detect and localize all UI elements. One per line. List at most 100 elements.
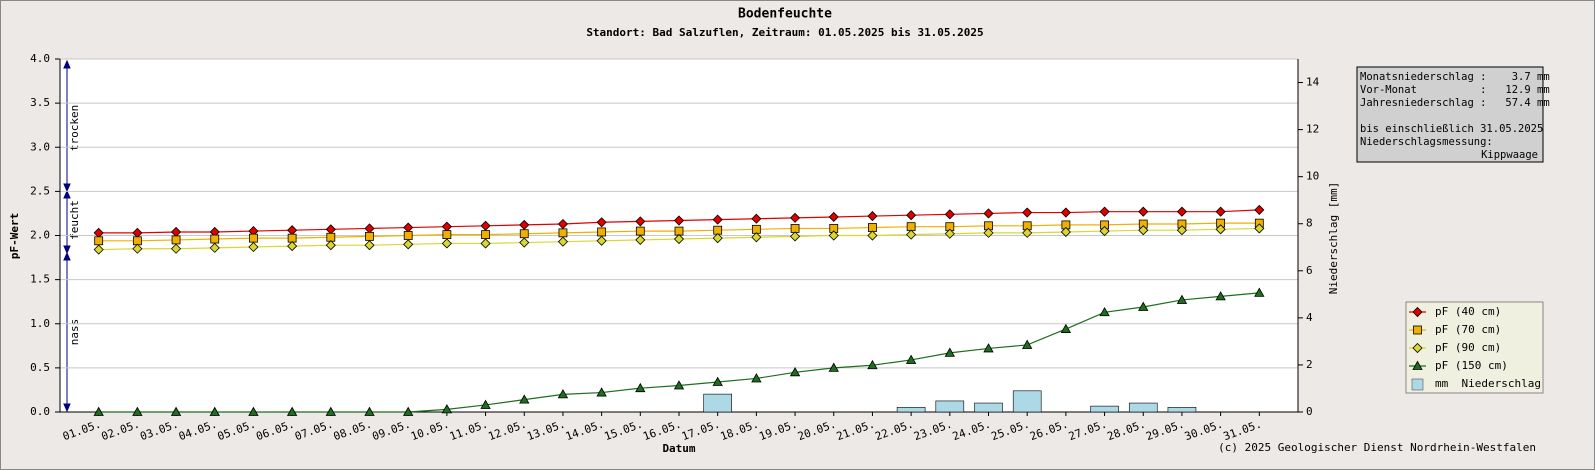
point	[325, 406, 336, 416]
legend-marker	[1412, 306, 1423, 318]
point	[674, 226, 684, 236]
point	[751, 224, 761, 234]
point	[1254, 287, 1265, 297]
point	[287, 233, 297, 243]
bar	[1167, 406, 1197, 413]
y-tick-label: 4.0	[30, 52, 50, 65]
point	[1254, 223, 1265, 234]
legend-marker	[1413, 325, 1422, 335]
point	[828, 362, 839, 372]
point	[790, 224, 800, 233]
point	[868, 223, 877, 232]
legend-label: pF (90 cm)	[1435, 341, 1501, 354]
y-tick-label: 3.5	[30, 96, 50, 109]
point	[364, 406, 375, 416]
point	[1215, 291, 1226, 301]
y-tick-label: 2.5	[30, 184, 50, 197]
y2-axis-label: Niederschlag [mm]	[1327, 182, 1340, 295]
bar	[896, 406, 926, 413]
bar	[1128, 402, 1158, 413]
point	[635, 234, 646, 245]
point	[906, 229, 917, 240]
legend-label: pF (40 cm)	[1435, 305, 1501, 318]
legend-marker	[1412, 360, 1423, 370]
legend-swatch	[1411, 378, 1424, 391]
point	[1099, 206, 1110, 217]
bar	[1012, 390, 1042, 413]
point	[1060, 207, 1071, 218]
point	[596, 387, 607, 397]
y2-tick-label: 4	[1306, 311, 1313, 324]
annotation: trocken	[68, 105, 81, 151]
legend-label: pF (70 cm)	[1435, 323, 1501, 336]
point	[403, 406, 414, 416]
point	[287, 241, 298, 252]
point	[596, 235, 607, 246]
y-tick-label: 1.5	[30, 273, 50, 286]
point	[789, 231, 801, 242]
point	[132, 406, 143, 416]
bar	[703, 393, 732, 413]
point	[441, 238, 452, 249]
point	[1022, 227, 1033, 238]
point	[751, 373, 762, 383]
bar	[1090, 405, 1119, 413]
point	[867, 359, 878, 370]
point	[1099, 306, 1110, 317]
point	[596, 217, 607, 228]
point	[248, 406, 259, 416]
y2-tick-label: 12	[1306, 123, 1319, 136]
y-tick-label: 1.0	[30, 317, 50, 330]
point	[1138, 206, 1149, 217]
point	[944, 209, 955, 220]
point	[403, 231, 413, 240]
annotation: feucht	[68, 200, 81, 240]
point	[403, 239, 414, 250]
point	[209, 406, 220, 416]
point	[519, 229, 529, 239]
point	[1022, 207, 1033, 218]
legend	[1405, 301, 1544, 394]
y-tick-label: 2.0	[30, 229, 50, 242]
point	[1060, 323, 1072, 333]
point	[635, 216, 646, 227]
point	[480, 399, 491, 409]
point	[597, 227, 607, 237]
point	[364, 240, 375, 251]
point	[442, 230, 452, 240]
point	[519, 237, 530, 248]
point	[365, 231, 374, 241]
point	[1176, 206, 1188, 217]
point	[286, 406, 298, 416]
info-line: Vor-Monat : 12.9 mm	[1360, 84, 1550, 96]
point	[1215, 206, 1226, 217]
y2-tick-label: 14	[1306, 76, 1320, 89]
y2-tick-label: 0	[1306, 405, 1313, 418]
point	[1138, 301, 1149, 311]
legend-marker	[1412, 342, 1423, 354]
chart-subtitle: Standort: Bad Salzuflen, Zeitraum: 01.05…	[586, 26, 983, 39]
point	[557, 236, 569, 247]
point	[1176, 225, 1188, 236]
point	[635, 382, 646, 393]
point	[635, 226, 645, 236]
point	[828, 211, 839, 223]
y-tick-label: 3.0	[30, 140, 50, 153]
info-line: Jahresniederschlag : 57.4 mm	[1360, 97, 1550, 109]
bar	[935, 400, 965, 413]
point	[712, 233, 723, 244]
bar	[974, 402, 1003, 413]
point	[983, 227, 994, 238]
point	[481, 230, 490, 240]
point	[944, 228, 955, 239]
point	[132, 243, 143, 254]
point	[94, 236, 104, 246]
point	[249, 233, 258, 243]
point	[1138, 225, 1149, 236]
point	[789, 212, 801, 223]
info-line: Monatsniederschlag : 3.7 mm	[1360, 71, 1550, 83]
y2-tick-label: 10	[1306, 170, 1319, 183]
point	[248, 241, 259, 253]
point	[170, 243, 182, 254]
point	[210, 234, 220, 244]
